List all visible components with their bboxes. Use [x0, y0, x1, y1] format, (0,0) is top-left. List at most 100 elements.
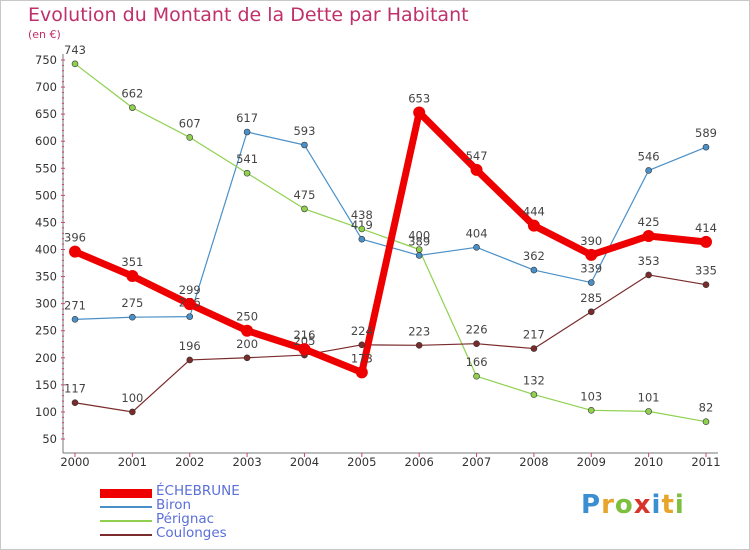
data-label: 117: [64, 382, 86, 396]
x-tick-label: 2011: [691, 455, 720, 469]
data-label: 200: [236, 337, 258, 351]
y-tick-label: 50: [42, 432, 57, 446]
data-point: [530, 345, 538, 352]
data-point: [587, 279, 595, 286]
data-label: 216: [293, 328, 315, 342]
x-tick-label: 2006: [405, 455, 434, 469]
chart-title: Evolution du Montant de la Dette par Hab…: [28, 4, 469, 26]
legend-label: Coulonges: [156, 525, 227, 541]
data-label: 82: [699, 401, 714, 415]
data-label: 353: [638, 254, 660, 268]
logo-letter: r: [601, 490, 615, 520]
data-label: 607: [179, 116, 201, 130]
y-tick-label: 550: [35, 161, 57, 175]
data-point: [71, 60, 79, 68]
x-tick-label: 2007: [462, 455, 491, 469]
series-line-Coulonges: [74, 274, 707, 413]
data-label: 425: [638, 215, 660, 229]
y-tick-label: 450: [35, 215, 57, 229]
data-label: 389: [408, 234, 430, 248]
legend-swatch: [100, 534, 152, 536]
data-point: [473, 372, 480, 380]
data-point: [585, 248, 598, 261]
data-label: 271: [64, 298, 86, 312]
data-label: 299: [179, 283, 201, 297]
x-tick-label: 2008: [519, 455, 548, 469]
data-label: 617: [236, 111, 258, 125]
data-point: [129, 313, 136, 321]
data-point: [702, 281, 710, 288]
data-point: [358, 225, 366, 233]
data-point: [301, 141, 308, 149]
data-label: 103: [580, 389, 602, 403]
y-tick-label: 100: [35, 405, 57, 419]
data-label: 275: [121, 296, 143, 310]
data-label: 101: [638, 390, 660, 404]
data-point: [241, 324, 254, 337]
x-tick-label: 2000: [60, 455, 89, 469]
data-label: 589: [695, 126, 717, 140]
data-label: 351: [121, 255, 143, 269]
series-line-ÉCHEBRUNE: [73, 109, 707, 376]
x-tick-label: 2004: [290, 455, 319, 469]
data-point: [413, 106, 426, 119]
x-tick-label: 2001: [118, 455, 147, 469]
data-point: [358, 341, 366, 349]
legend-label: Pérignac: [156, 511, 215, 527]
data-label: 196: [179, 339, 201, 353]
y-tick-label: 650: [35, 107, 57, 121]
x-tick-label: 2009: [577, 455, 606, 469]
data-point: [700, 235, 712, 248]
data-point: [71, 316, 79, 323]
legend-swatch: [100, 506, 152, 508]
data-point: [243, 128, 251, 136]
data-point: [126, 270, 139, 283]
logo-letter: t: [661, 490, 675, 520]
y-tick-label: 700: [35, 80, 57, 94]
data-label: 100: [121, 391, 143, 405]
data-point: [186, 356, 194, 364]
data-point: [243, 354, 251, 362]
data-point: [645, 167, 652, 174]
data-point: [301, 205, 308, 213]
legend-label: Biron: [156, 497, 192, 513]
data-label: 662: [121, 87, 143, 101]
data-label: 226: [466, 323, 488, 337]
data-label: 541: [236, 152, 258, 166]
data-label: 475: [293, 188, 315, 202]
line-chart: 50 100 150 200 250 300 350 400 450 500 550 600 650 70…: [35, 43, 721, 469]
data-point: [129, 104, 136, 111]
data-point: [530, 391, 538, 398]
data-label: 205: [293, 334, 315, 348]
y-tick-label: 200: [35, 351, 57, 365]
data-label: 132: [523, 374, 545, 388]
y-tick-label: 350: [35, 270, 57, 284]
legend-label: ÉCHEBRUNE: [156, 483, 240, 499]
logo-letter: i: [674, 490, 685, 520]
data-point: [470, 163, 483, 176]
data-label: 223: [408, 324, 430, 338]
data-point: [527, 219, 540, 232]
legend-swatch: [100, 489, 152, 498]
data-label: 335: [695, 264, 717, 278]
data-label: 217: [523, 328, 545, 342]
data-point: [702, 143, 710, 151]
data-label: 400: [408, 229, 430, 243]
data-point: [415, 342, 423, 349]
y-tick-label: 400: [35, 243, 57, 257]
data-point: [587, 308, 595, 316]
y-tick-label: 750: [35, 53, 57, 67]
logo-letter: P: [581, 490, 602, 520]
data-point: [355, 366, 368, 379]
data-point: [473, 340, 480, 348]
data-label: 396: [64, 231, 86, 245]
data-label: 546: [638, 149, 660, 163]
data-point: [71, 399, 79, 407]
data-point: [183, 298, 196, 311]
data-label: 547: [466, 149, 488, 163]
data-label: 444: [523, 205, 545, 219]
data-label: 285: [580, 291, 602, 305]
data-point: [642, 229, 655, 242]
y-tick-label: 600: [35, 134, 57, 148]
logo-letter: o: [614, 490, 634, 520]
